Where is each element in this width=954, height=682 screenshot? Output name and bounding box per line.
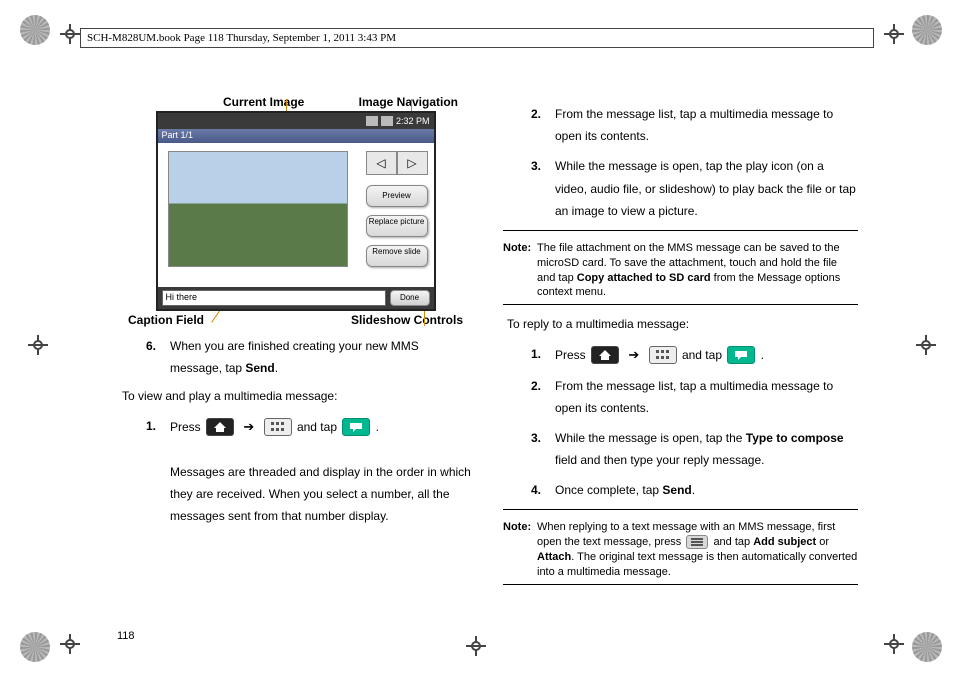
diagram-wrap: 2:32 PM Part 1/1 ◁ ▷ Preview Replace pic… — [156, 111, 436, 311]
view-step-3: 3. While the message is open, tap the pl… — [531, 155, 858, 222]
menu-icon — [686, 535, 708, 549]
note-text: When replying to a text message with an … — [537, 520, 858, 579]
step-num: 2. — [531, 375, 555, 419]
step-6: 6. When you are finished creating your n… — [146, 335, 473, 379]
done-button[interactable]: Done — [390, 290, 430, 306]
page-content: Current Image Image Navigation 2:32 PM P… — [118, 95, 858, 595]
step-num: 1. — [531, 343, 555, 367]
arrow-icon: ➔ — [628, 343, 639, 367]
reply-step-3: 3. While the message is open, tap the Ty… — [531, 427, 858, 471]
label-caption-field: Caption Field — [128, 313, 204, 327]
running-header: SCH-M828UM.book Page 118 Thursday, Septe… — [80, 28, 874, 48]
crop-cross-bl — [60, 634, 80, 654]
crop-disc-tl — [20, 15, 50, 45]
bottom-bar: Hi there Done — [158, 287, 434, 309]
note-reply-mms: Note: When replying to a text message wi… — [503, 520, 858, 579]
step-num: 2. — [531, 103, 555, 147]
replace-picture-button[interactable]: Replace picture — [366, 215, 428, 237]
step-text: While the message is open, tap the Type … — [555, 427, 858, 471]
reply-step-4: 4. Once complete, tap Send. — [531, 479, 858, 501]
step-text: Once complete, tap Send. — [555, 479, 858, 501]
crop-disc-bl — [20, 632, 50, 662]
crop-cross-tr — [884, 24, 904, 44]
mms-editor-screenshot: 2:32 PM Part 1/1 ◁ ▷ Preview Replace pic… — [156, 111, 436, 311]
nav-next[interactable]: ▷ — [397, 151, 428, 175]
left-column: Current Image Image Navigation 2:32 PM P… — [118, 95, 473, 595]
label-slideshow-controls: Slideshow Controls — [351, 313, 463, 327]
note-label: Note: — [503, 520, 537, 579]
page-number: 118 — [117, 630, 135, 642]
diagram-bottom-labels: Caption Field Slideshow Controls — [118, 313, 473, 327]
view-step-1: 1. Press ➔ and tap . Messages are thread… — [146, 415, 473, 528]
divider — [503, 584, 858, 585]
step-text: From the message list, tap a multimedia … — [555, 103, 858, 147]
step-num: 3. — [531, 155, 555, 222]
note-text: The file attachment on the MMS message c… — [537, 241, 858, 300]
step-num: 3. — [531, 427, 555, 471]
part-indicator: Part 1/1 — [158, 129, 434, 143]
statusbar-time: 2:32 PM — [396, 116, 430, 126]
signal-icon — [366, 116, 378, 126]
crop-cross-tl — [60, 24, 80, 44]
step-num: 1. — [146, 415, 170, 528]
apps-grid-icon — [649, 346, 677, 364]
step-num: 6. — [146, 335, 170, 379]
reply-step-2: 2. From the message list, tap a multimed… — [531, 375, 858, 419]
diagram-top-labels: Current Image Image Navigation — [118, 95, 473, 109]
label-current-image: Current Image — [223, 95, 304, 109]
step-text: While the message is open, tap the play … — [555, 155, 858, 222]
step-num: 4. — [531, 479, 555, 501]
preview-button[interactable]: Preview — [366, 185, 428, 207]
nav-prev[interactable]: ◁ — [366, 151, 397, 175]
nav-arrows[interactable]: ◁ ▷ — [366, 151, 428, 175]
view-step-2: 2. From the message list, tap a multimed… — [531, 103, 858, 147]
note-save-attachment: Note: The file attachment on the MMS mes… — [503, 241, 858, 300]
home-icon — [591, 346, 619, 364]
step-text: From the message list, tap a multimedia … — [555, 375, 858, 419]
apps-grid-icon — [264, 418, 292, 436]
divider — [503, 304, 858, 305]
crop-cross-bc — [466, 636, 486, 656]
right-column: 2. From the message list, tap a multimed… — [503, 95, 858, 595]
remove-slide-button[interactable]: Remove slide — [366, 245, 428, 267]
crop-cross-br — [884, 634, 904, 654]
messaging-icon — [727, 346, 755, 364]
crop-cross-ml — [28, 335, 48, 355]
statusbar: 2:32 PM — [158, 113, 434, 129]
battery-icon — [381, 116, 393, 126]
home-icon — [206, 418, 234, 436]
step-text: Press ➔ and tap . — [555, 343, 858, 367]
crop-disc-br — [912, 632, 942, 662]
photo-area: ◁ ▷ Preview Replace picture Remove slide — [158, 143, 434, 288]
caption-field[interactable]: Hi there — [162, 290, 386, 306]
arrow-icon: ➔ — [243, 415, 254, 439]
note-label: Note: — [503, 241, 537, 300]
label-image-navigation: Image Navigation — [359, 95, 458, 109]
divider — [503, 509, 858, 510]
lead-reply: To reply to a multimedia message: — [507, 315, 858, 334]
crop-disc-tr — [912, 15, 942, 45]
messaging-icon — [342, 418, 370, 436]
step-text: When you are finished creating your new … — [170, 335, 473, 379]
inserted-photo — [168, 151, 348, 267]
reply-step-1: 1. Press ➔ and tap . — [531, 343, 858, 367]
lead-view-play: To view and play a multimedia message: — [122, 387, 473, 406]
step-text: Press ➔ and tap . Messages are threaded … — [170, 415, 473, 528]
divider — [503, 230, 858, 231]
crop-cross-mr — [916, 335, 936, 355]
